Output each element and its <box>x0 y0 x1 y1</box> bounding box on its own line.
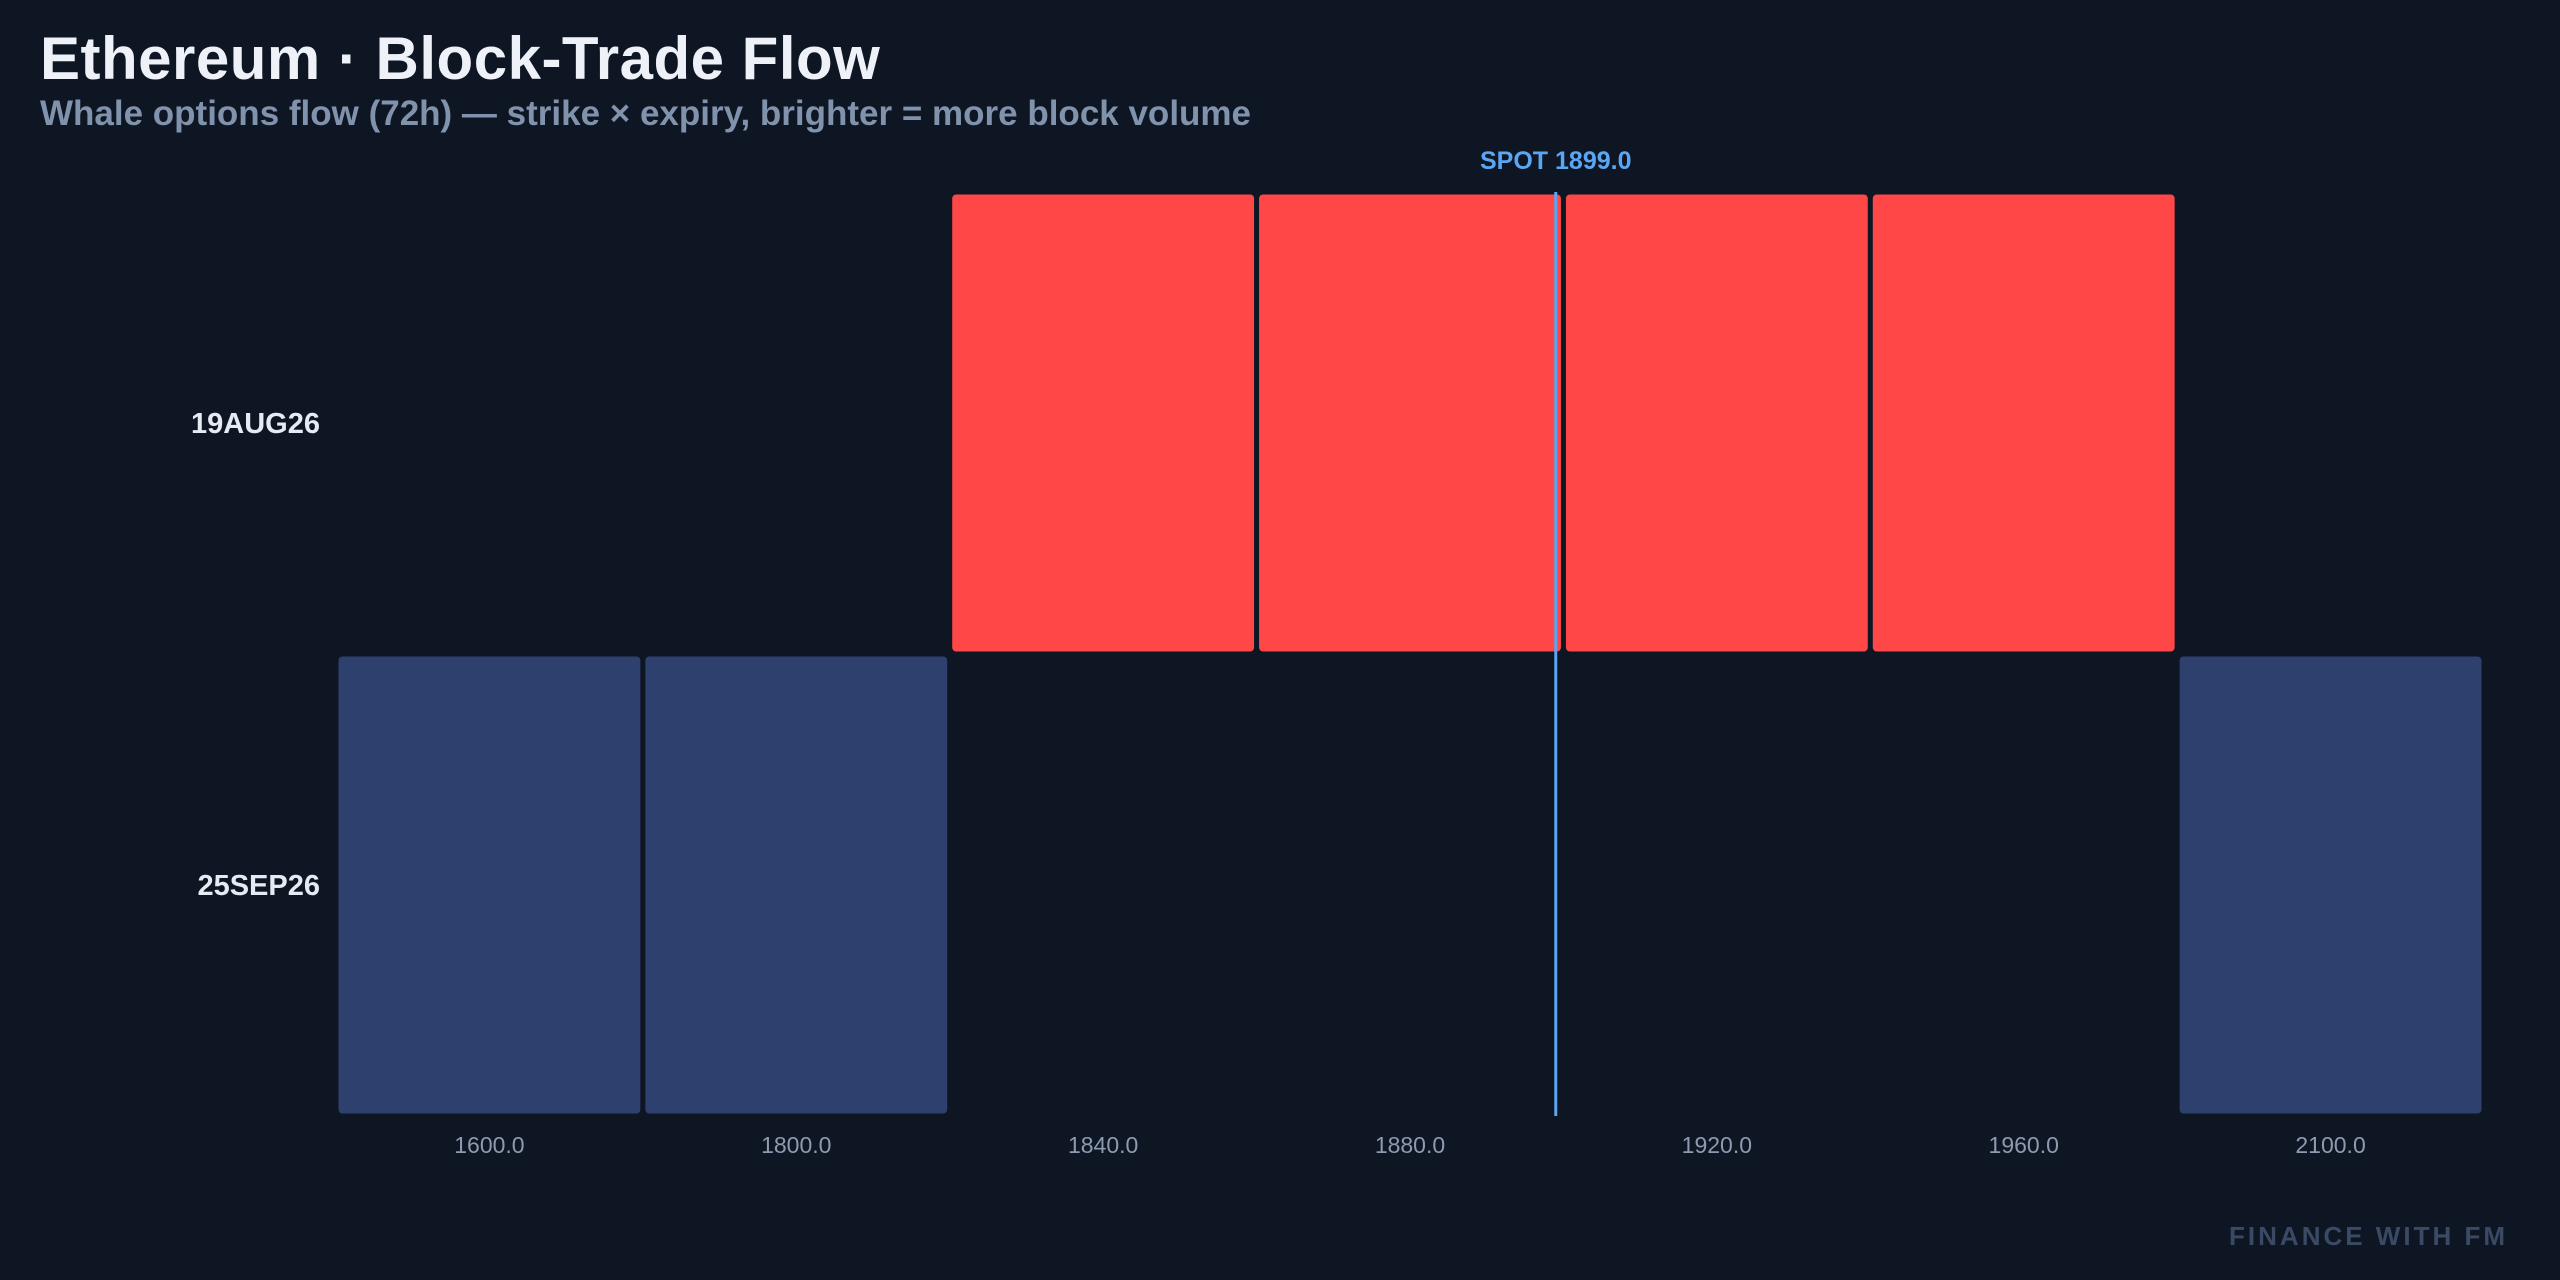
heatmap-cell-19aug26-1880.0 <box>1259 194 1561 652</box>
spot-label: SPOT 1899.0 <box>1480 147 1631 175</box>
heatmap-cell-25sep26-1800.0 <box>645 656 948 1114</box>
y-tick-label: 25SEP26 <box>197 870 320 902</box>
x-tick-label: 1920.0 <box>1682 1132 1752 1158</box>
chart-title: Ethereum · Block-Trade Flow <box>40 25 881 92</box>
x-tick-label: 2100.0 <box>2295 1132 2365 1158</box>
y-axis-labels: 19AUG26 25SEP26 <box>191 408 320 902</box>
x-tick-label: 1800.0 <box>761 1132 831 1158</box>
x-tick-label: 1880.0 <box>1375 1132 1445 1158</box>
x-tick-label: 1960.0 <box>1989 1132 2059 1158</box>
chart-subtitle: Whale options flow (72h) — strike × expi… <box>40 94 1252 133</box>
heatmap-cell-19aug26-1840.0 <box>952 194 1255 652</box>
y-tick-label: 19AUG26 <box>191 408 320 440</box>
heatmap-cell-25sep26-1600.0 <box>338 656 641 1114</box>
heatmap-cell-19aug26-1960.0 <box>1872 194 2175 652</box>
spot-marker: SPOT 1899.0 <box>1480 147 1631 1116</box>
x-axis-labels: 1600.0 1800.0 1840.0 1880.0 1920.0 1960.0 2100… <box>454 1132 2366 1158</box>
heatmap-cells <box>338 194 2482 1114</box>
heatmap-cell-19aug26-1920.0 <box>1565 194 1868 652</box>
heatmap-cell-25sep26-2100.0 <box>2179 656 2482 1114</box>
x-tick-label: 1600.0 <box>454 1132 524 1158</box>
x-tick-label: 1840.0 <box>1068 1132 1138 1158</box>
watermark: FINANCE WITH FM <box>2229 1221 2508 1251</box>
